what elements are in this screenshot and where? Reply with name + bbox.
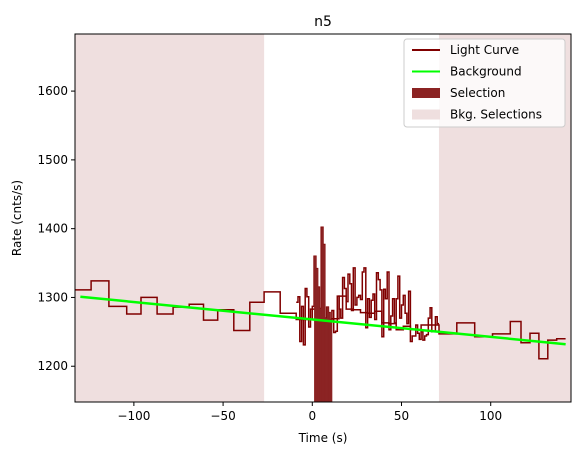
selection-bar (330, 319, 333, 402)
legend-swatch-patch (412, 109, 440, 120)
background-line (80, 295, 566, 346)
y-tick-label: 1300 (37, 290, 68, 304)
x-axis-label: Time (s) (298, 431, 348, 445)
y-tick-label: 1400 (37, 222, 68, 236)
legend-box (403, 38, 566, 128)
legend-label: Light Curve (450, 43, 519, 57)
x-tick-label: −50 (210, 409, 235, 423)
legend: Light Curve Background Selection Bkg. Selec… (403, 38, 566, 128)
x-tick-label: 0 (308, 409, 316, 423)
y-tick-label: 1500 (37, 153, 68, 167)
selection-bar (319, 308, 322, 402)
chart-title: n5 (314, 14, 332, 30)
selection-bar (324, 318, 327, 402)
x-tick-label: 50 (394, 409, 409, 423)
x-tick-label: 100 (479, 409, 502, 423)
legend-label: Background (450, 65, 522, 79)
selection-bar (328, 312, 331, 402)
selection-bar (326, 307, 329, 402)
x-tick-label: −100 (117, 409, 150, 423)
selection-bar (315, 268, 319, 402)
y-tick-label: 1600 (37, 84, 68, 98)
selection-bar (321, 227, 324, 402)
selection-bar (314, 256, 317, 402)
legend-swatch-patch (412, 88, 440, 98)
legend-label: Selection (450, 86, 505, 100)
legend-label: Bkg. Selections (450, 108, 542, 122)
selection-bar (317, 287, 320, 402)
y-tick-label: 1200 (37, 359, 68, 373)
plot-frame (74, 33, 572, 403)
bkg-selection-region (75, 34, 265, 402)
light-curve-binned (75, 280, 566, 360)
y-axis-label: Rate (cnts/s) (10, 180, 24, 256)
selection-bar (323, 244, 326, 402)
